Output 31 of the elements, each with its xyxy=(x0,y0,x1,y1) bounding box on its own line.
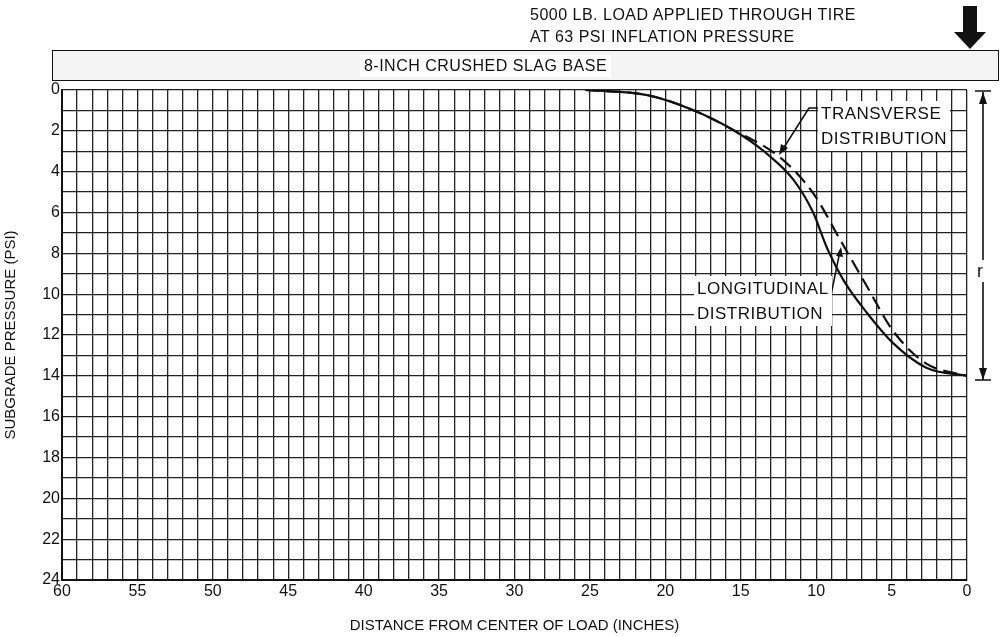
text: 5000 LB. LOAD APPLIED THROUGH TIRE AT 63 PSI INFLATION PRESSURE xyxy=(530,5,856,47)
y-tick-label: 2 xyxy=(51,121,61,139)
x-tick-label: 55 xyxy=(128,582,147,600)
y-tick-label: 12 xyxy=(42,325,61,343)
slag-base-strip: 8-INCH CRUSHED SLAG BASE xyxy=(52,50,999,81)
y-tick-label: 4 xyxy=(51,162,61,180)
x-tick-label: 40 xyxy=(354,582,373,600)
y-tick-label: 0 xyxy=(51,80,61,98)
x-tick-label: 20 xyxy=(656,582,675,600)
x-axis-title: DISTANCE FROM CENTER OF LOAD (INCHES) xyxy=(349,616,680,634)
y-tick-label: 14 xyxy=(42,366,61,384)
x-tick-label: 10 xyxy=(807,582,826,600)
x-tick-label: 30 xyxy=(505,582,524,600)
x-tick-label: 35 xyxy=(430,582,449,600)
y-tick-label: 22 xyxy=(42,529,61,547)
y-tick-label: 10 xyxy=(42,284,61,302)
text: TRANSVERSE DISTRIBUTION xyxy=(818,101,950,151)
x-tick-label: 15 xyxy=(731,582,750,600)
text: r xyxy=(977,260,984,282)
x-tick-label: 5 xyxy=(887,582,897,600)
x-tick-label: 0 xyxy=(962,582,972,600)
series-label: LONGITUDINAL DISTRIBUTION xyxy=(694,276,832,326)
y-axis-title: SUBGRADE PRESSURE (PSI) xyxy=(1,230,19,440)
y-tick-label: 16 xyxy=(42,407,61,425)
y-tick-label: 20 xyxy=(42,488,61,506)
x-tick-label: 25 xyxy=(581,582,599,600)
y-tick-label: 6 xyxy=(51,202,61,220)
x-tick-label: 50 xyxy=(203,582,222,600)
y-tick-label: 18 xyxy=(42,447,61,465)
x-tick-label: 45 xyxy=(279,582,298,600)
y-tick-label: 8 xyxy=(51,243,61,261)
